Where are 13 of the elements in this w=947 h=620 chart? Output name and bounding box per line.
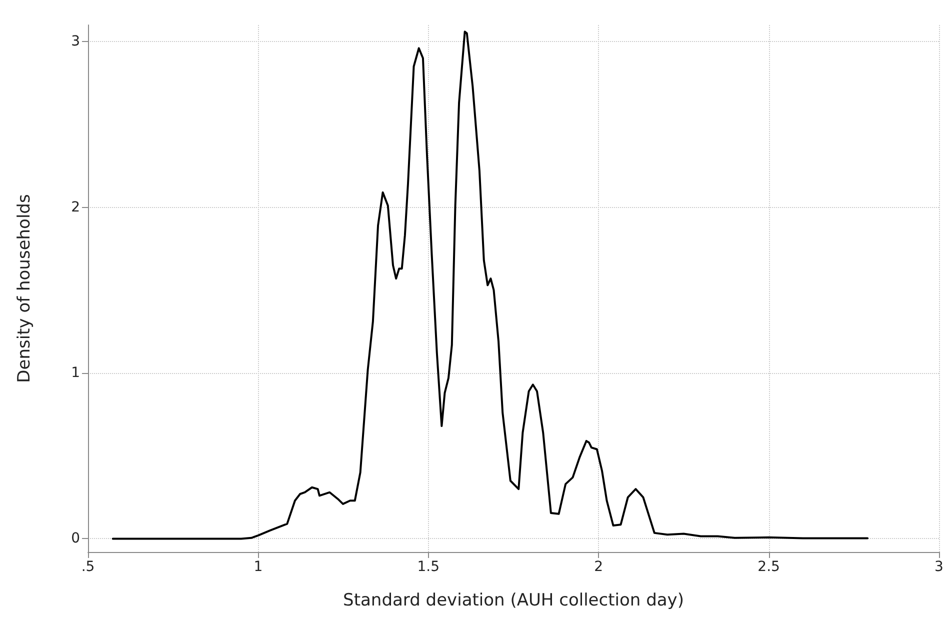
y-tick-label: 3 — [71, 34, 80, 50]
y-tick-label: 2 — [71, 199, 80, 216]
y-axis-title: Density of households — [14, 194, 34, 383]
line-series — [112, 30, 869, 540]
x-tick-label: 2.5 — [758, 559, 780, 575]
x-tick-label: 1.5 — [417, 559, 440, 575]
x-tick-label: 1 — [254, 559, 263, 575]
x-axis-title: Standard deviation (AUH collection day) — [343, 590, 684, 610]
y-tick-label: 0 — [71, 530, 80, 547]
x-tick-label: 2 — [594, 559, 604, 575]
x-tick-label: 3 — [934, 559, 944, 575]
x-tick-label: .5 — [81, 559, 95, 575]
y-tick-label: 1 — [71, 365, 80, 382]
